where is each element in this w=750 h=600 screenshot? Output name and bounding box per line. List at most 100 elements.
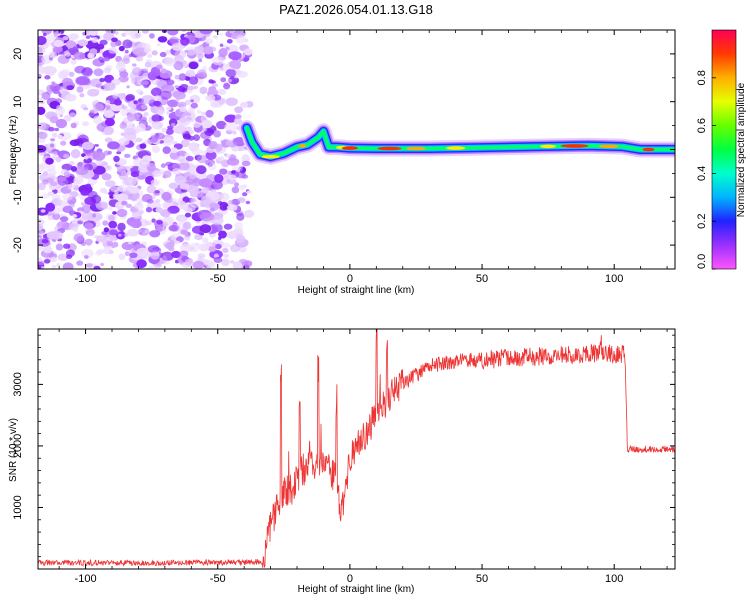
- noise-blob: [60, 140, 67, 146]
- noise-blob: [53, 31, 62, 37]
- noise-blob: [197, 69, 207, 78]
- noise-blob: [132, 67, 142, 76]
- noise-blob: [95, 159, 104, 166]
- noise-blob: [129, 165, 133, 169]
- noise-blob: [135, 33, 141, 38]
- noise-blob: [88, 112, 95, 117]
- noise-blob: [224, 122, 238, 132]
- noise-blob: [214, 30, 220, 33]
- noise-blob: [161, 30, 167, 33]
- noise-blob: [225, 68, 237, 78]
- noise-blob: [140, 104, 148, 110]
- noise-blob: [84, 222, 94, 230]
- noise-blob: [236, 212, 245, 221]
- noise-blob: [160, 68, 167, 74]
- noise-blob: [125, 203, 133, 208]
- noise-blob: [86, 212, 93, 219]
- noise-blob: [99, 77, 106, 83]
- spectrogram-y-tick-label: 10: [12, 96, 24, 108]
- noise-blob: [179, 116, 188, 123]
- noise-blob: [218, 48, 228, 57]
- noise-blob: [70, 122, 77, 129]
- noise-blob: [117, 193, 129, 201]
- noise-blob: [103, 233, 116, 242]
- noise-blob: [73, 233, 84, 242]
- noise-blob: [142, 30, 149, 34]
- noise-blob: [47, 164, 56, 172]
- noise-blob: [68, 161, 75, 166]
- noise-blob: [54, 127, 60, 132]
- noise-blob: [75, 166, 89, 176]
- noise-blob: [219, 168, 228, 175]
- spectrogram-x-tick-label: 0: [347, 273, 353, 285]
- noise-blob: [101, 173, 112, 181]
- noise-blob: [218, 32, 224, 36]
- noise-blob: [118, 137, 130, 146]
- noise-blob: [105, 165, 110, 170]
- noise-blob: [56, 262, 61, 267]
- noise-blob: [100, 201, 108, 209]
- noise-blob: [151, 145, 160, 154]
- noise-blob: [62, 36, 69, 41]
- noise-blob: [187, 85, 195, 91]
- noise-blob: [47, 141, 57, 150]
- noise-blob: [161, 127, 167, 133]
- noise-blob: [85, 263, 93, 268]
- noise-blob: [156, 219, 163, 225]
- noise-blob: [95, 250, 102, 256]
- noise-blob: [207, 246, 217, 252]
- noise-blob: [237, 71, 248, 78]
- noise-blob: [205, 38, 213, 45]
- noise-blob: [150, 87, 162, 97]
- noise-blob: [79, 93, 85, 98]
- noise-blob: [158, 90, 172, 100]
- noise-blob: [64, 94, 77, 102]
- noise-blob: [242, 264, 250, 269]
- colorbar-tick-label: 0.0: [696, 254, 708, 269]
- noise-blob: [234, 106, 244, 114]
- noise-blob: [120, 108, 129, 117]
- noise-blob: [38, 223, 44, 231]
- noise-blob: [196, 165, 207, 175]
- noise-blob: [87, 88, 100, 97]
- noise-blob: [112, 92, 119, 99]
- noise-blob: [220, 77, 227, 83]
- colorbar-gradient: [712, 30, 736, 269]
- noise-blob: [189, 190, 198, 198]
- noise-blob: [173, 125, 187, 134]
- noise-blob: [85, 183, 91, 188]
- noise-blob: [91, 213, 97, 218]
- noise-blob: [163, 170, 172, 178]
- snr-y-tick-label: 3000: [12, 372, 24, 396]
- noise-blob: [147, 264, 161, 269]
- noise-blob: [168, 224, 179, 232]
- noise-blob: [159, 51, 167, 58]
- track-hotspot: [445, 146, 466, 150]
- noise-blob: [38, 131, 48, 139]
- noise-blob: [57, 253, 69, 261]
- noise-blob: [78, 39, 88, 47]
- noise-blob: [209, 207, 215, 212]
- noise-blob: [149, 230, 161, 238]
- chart-title: PAZ1.2026.054.01.13.G18: [279, 2, 433, 17]
- colorbar-frame: [711, 29, 737, 270]
- noise-blob: [150, 251, 160, 260]
- noise-blob: [210, 216, 224, 225]
- noise-blob: [130, 171, 139, 178]
- noise-blob: [210, 180, 223, 190]
- noise-blob: [132, 210, 142, 220]
- noise-blob: [235, 34, 247, 44]
- noise-blob: [174, 50, 187, 59]
- noise-blob: [214, 203, 221, 209]
- noise-blob: [92, 103, 104, 112]
- noise-blob: [99, 39, 108, 46]
- noise-blob: [205, 151, 217, 160]
- track-hotspot: [598, 144, 619, 149]
- noise-blob: [106, 240, 114, 247]
- noise-blob: [171, 123, 176, 127]
- noise-blob: [210, 101, 220, 108]
- snr-x-axis-label: Height of straight line (km): [298, 584, 415, 595]
- noise-blob: [51, 264, 57, 269]
- noise-blob: [76, 260, 84, 266]
- noise-blob: [155, 199, 161, 203]
